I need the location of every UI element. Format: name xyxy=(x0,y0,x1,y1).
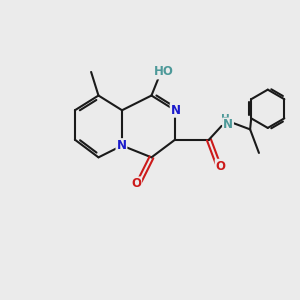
Text: O: O xyxy=(216,160,226,173)
Text: N: N xyxy=(223,118,233,131)
Text: N: N xyxy=(171,104,181,117)
Text: H: H xyxy=(221,114,230,124)
Text: HO: HO xyxy=(154,65,174,79)
Text: N: N xyxy=(116,139,126,152)
Text: O: O xyxy=(131,177,141,190)
